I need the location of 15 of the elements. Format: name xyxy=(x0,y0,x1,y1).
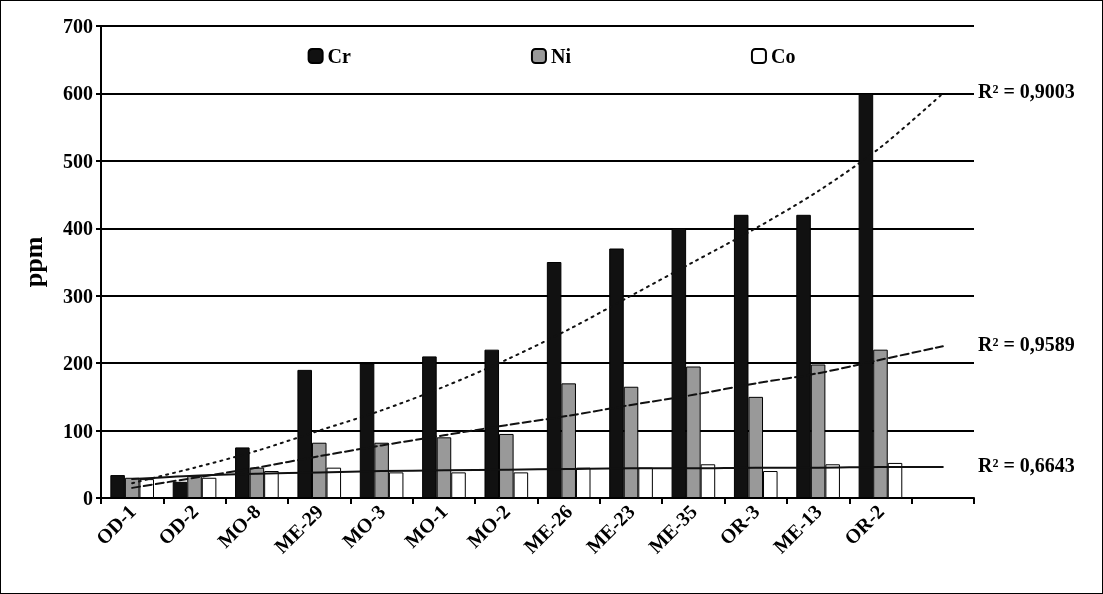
y-tick-label: 100 xyxy=(63,419,93,442)
legend-label: Cr xyxy=(327,45,352,67)
y-tick-label: 500 xyxy=(63,149,93,172)
y-tick-label: 600 xyxy=(63,82,93,105)
text: R² = 0,9589 xyxy=(978,333,1075,356)
y-tick-label: 200 xyxy=(63,352,93,375)
text: R² = 0,6643 xyxy=(978,453,1075,476)
text: R² = 0,9003 xyxy=(978,80,1075,103)
y-tick-label: 0 xyxy=(83,487,93,509)
y-axis-title: ppm xyxy=(18,236,48,288)
y-tick-label: 300 xyxy=(63,284,93,307)
y-tick-label: 700 xyxy=(63,15,93,37)
y-tick-label: 400 xyxy=(63,217,93,240)
legend-label: Co xyxy=(770,45,796,67)
legend-label: Ni xyxy=(550,45,572,67)
